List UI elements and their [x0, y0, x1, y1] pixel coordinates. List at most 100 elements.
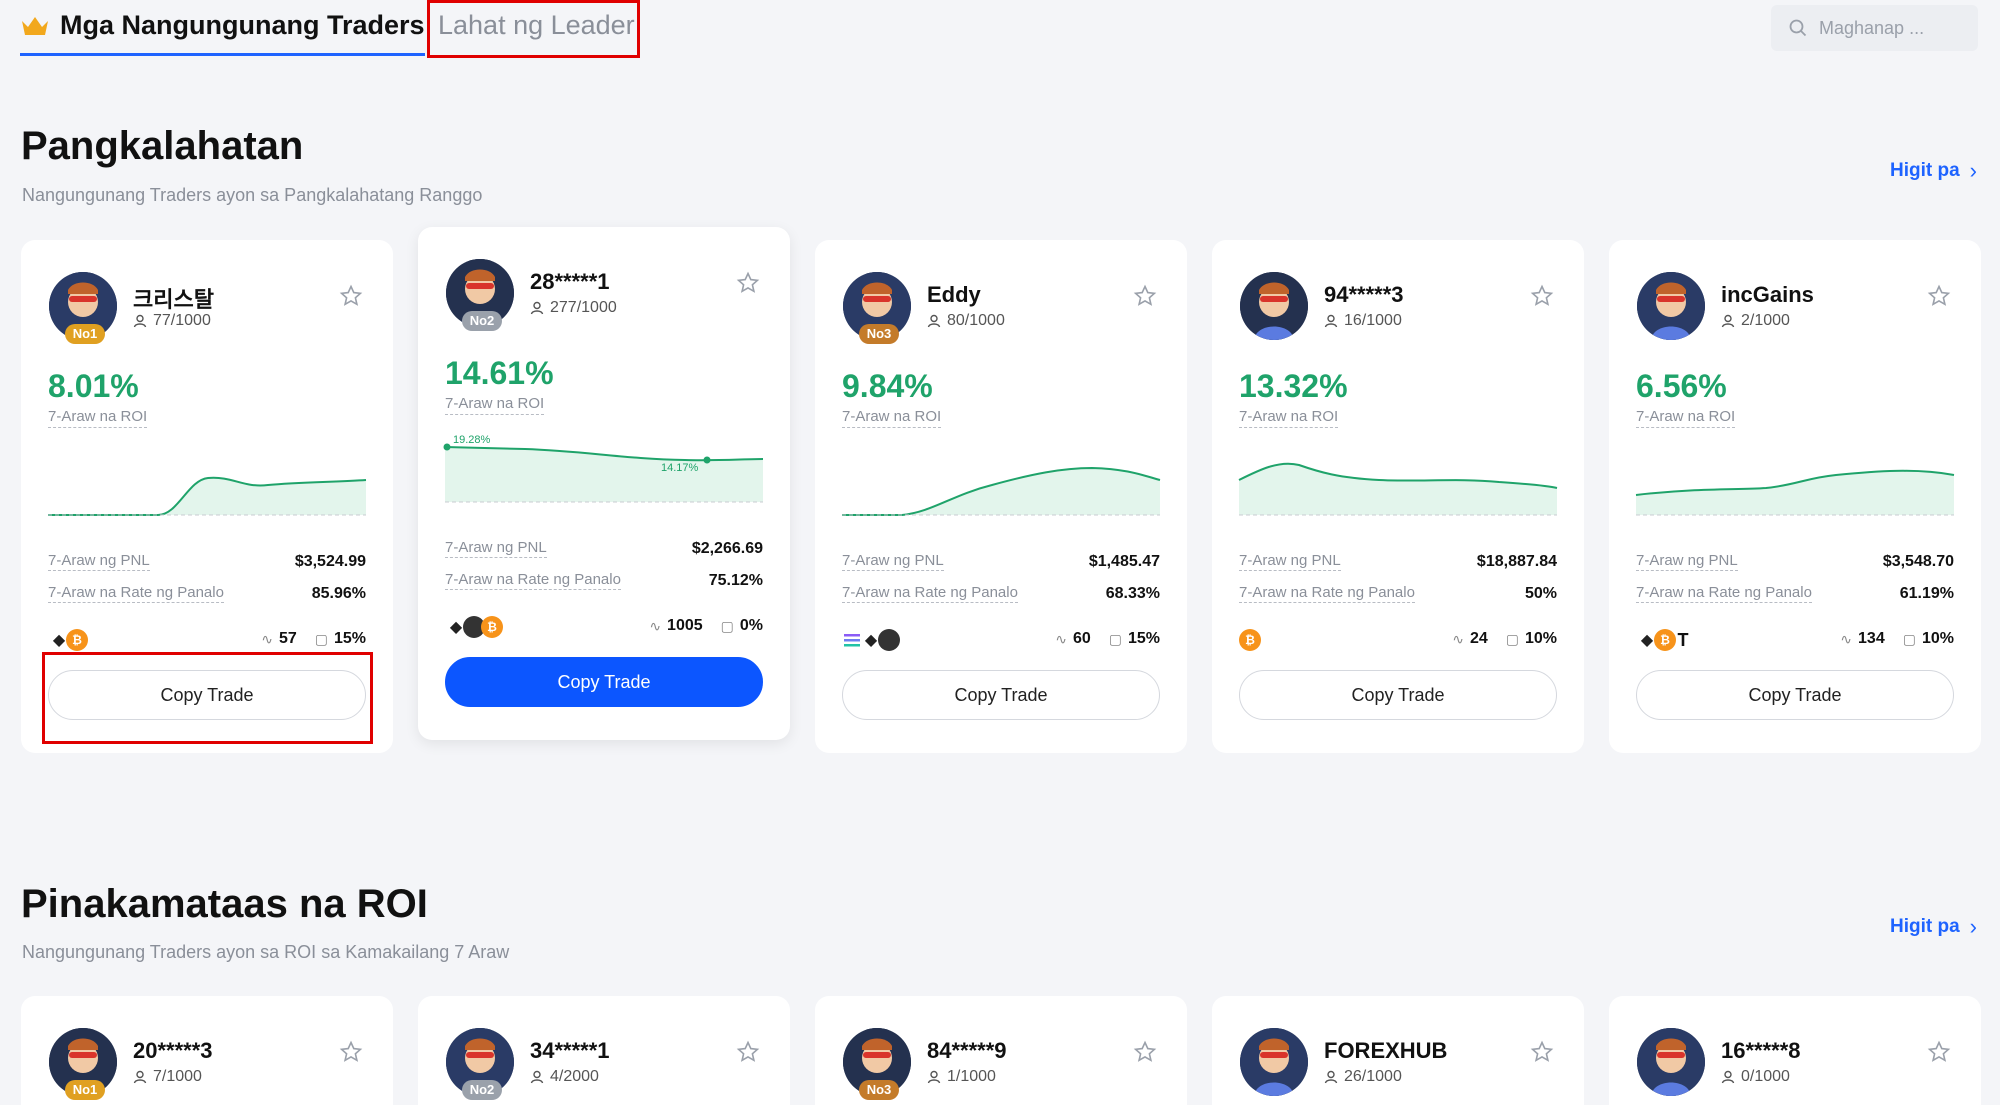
activity-icon: ∿ [1840, 630, 1853, 647]
trader-name[interactable]: 16*****8 [1721, 1038, 1801, 1063]
more-link-overall[interactable]: Higit pa › [1890, 158, 1977, 184]
tab-all-leaders[interactable]: Lahat ng Leader [438, 10, 635, 41]
trader-name[interactable]: 84*****9 [927, 1038, 1007, 1063]
coin-list: ◆ [842, 628, 900, 652]
followers-icon [927, 314, 941, 328]
favorite-star-icon[interactable] [736, 271, 760, 295]
roi-label: 7-Araw na ROI [1239, 408, 1339, 428]
roi-value: 9.84% [842, 368, 933, 404]
roi-value: 6.56% [1636, 368, 1727, 404]
trader-card[interactable]: 16*****8 0/1000 [1609, 996, 1981, 1105]
pnl-label: 7-Araw ng PNL [842, 552, 944, 571]
pnl-label: 7-Araw ng PNL [445, 539, 547, 558]
spark-line [444, 446, 764, 462]
favorite-star-icon[interactable] [1927, 1040, 1951, 1064]
avatar[interactable] [49, 272, 117, 340]
avatar[interactable] [1240, 1028, 1308, 1096]
pnl-value: $3,524.99 [294, 553, 366, 570]
eth-coin-icon: ◆ [449, 619, 463, 636]
trader-name[interactable]: 94*****3 [1324, 282, 1404, 307]
profit-share-icon: ▢ [314, 630, 328, 647]
chevron-right-icon: › [1969, 914, 1977, 939]
trader-card[interactable]: incGains 2/1000 6.56% 7-Araw na ROI 7-Ar… [1609, 240, 1981, 753]
trade-count: 134 [1858, 630, 1885, 647]
favorite-star-icon[interactable] [1133, 284, 1157, 308]
copy-trade-button[interactable]: Copy Trade [445, 657, 763, 707]
trader-card[interactable]: No3 Eddy 80/1000 9.84% 7-Araw na ROI 7-A… [815, 240, 1187, 753]
spark-label-high: 19.28% [453, 434, 491, 446]
coin-list: ◆ ₿ [445, 615, 503, 639]
more-link-roi[interactable]: Higit pa › [1890, 914, 1977, 940]
followers-value: 16/1000 [1344, 312, 1402, 329]
search-placeholder: Maghanap ... [1819, 17, 1925, 38]
top-bar: Mga Nangungunang Traders Lahat ng Leader… [0, 0, 2000, 70]
chevron-right-icon: › [1969, 158, 1977, 183]
followers-value: 4/2000 [550, 1068, 599, 1085]
more-link-label: Higit pa [1890, 160, 1960, 181]
followers-icon [1721, 314, 1735, 328]
favorite-star-icon[interactable] [1530, 1040, 1554, 1064]
sol-coin-icon [842, 629, 864, 651]
spark-line [48, 476, 367, 516]
avatar[interactable] [1637, 272, 1705, 340]
btc-coin-icon: ₿ [481, 616, 503, 638]
trader-name[interactable]: Eddy [927, 282, 981, 307]
pnl-value: $3,548.70 [1882, 553, 1954, 570]
trader-name[interactable]: incGains [1721, 282, 1814, 307]
copy-trade-button[interactable]: Copy Trade [842, 670, 1160, 720]
trader-name[interactable]: 28*****1 [530, 269, 610, 294]
eth-coin-icon: ◆ [1640, 632, 1654, 649]
pnl-label: 7-Araw ng PNL [1636, 552, 1738, 571]
trader-name[interactable]: 34*****1 [530, 1038, 610, 1063]
search-input[interactable]: Maghanap ... [1771, 5, 1978, 51]
section-subtitle-overall: Nangungunang Traders ayon sa Pangkalahat… [22, 185, 483, 205]
followers-count: 7/1000 [133, 1068, 202, 1086]
spark-point-low [703, 456, 711, 464]
followers-count: 26/1000 [1324, 1068, 1402, 1086]
tab-active-underline [20, 53, 425, 56]
trader-card[interactable]: No3 84*****9 1/1000 [815, 996, 1187, 1105]
token-coin-icon [878, 629, 900, 651]
copy-trade-button[interactable]: Copy Trade [48, 670, 366, 720]
avatar[interactable] [1240, 272, 1308, 340]
profit-share-icon: ▢ [1505, 630, 1519, 647]
favorite-star-icon[interactable] [339, 284, 363, 308]
rank-badge: No3 [859, 324, 899, 344]
winrate-value: 50% [1524, 585, 1557, 602]
trader-card[interactable]: 94*****3 16/1000 13.32% 7-Araw na ROI 7-… [1212, 240, 1584, 753]
avatar[interactable] [1637, 1028, 1705, 1096]
rank-badge: No2 [462, 311, 502, 331]
roi-value: 8.01% [48, 368, 139, 404]
winrate-label: 7-Araw na Rate ng Panalo [48, 584, 224, 603]
activity-icon: ∿ [649, 617, 662, 634]
spark-line [1635, 469, 1955, 496]
trader-card[interactable]: No1 20*****3 7/1000 [21, 996, 393, 1105]
rank-badge: No2 [462, 1080, 502, 1100]
avatar[interactable] [843, 1028, 911, 1096]
tab-top-traders[interactable]: Mga Nangungunang Traders [20, 10, 425, 56]
trader-name[interactable]: FOREXHUB [1324, 1038, 1448, 1063]
favorite-star-icon[interactable] [736, 1040, 760, 1064]
trader-card[interactable]: No2 28*****1 277/1000 14.61% 7-Araw na R… [418, 227, 790, 740]
trader-card[interactable]: No1 크리스탈 77/1000 8.01% 7-Araw na ROI 7-A… [21, 240, 393, 753]
pnl-value: $1,485.47 [1088, 553, 1160, 570]
copy-trade-button[interactable]: Copy Trade [1636, 670, 1954, 720]
favorite-star-icon[interactable] [339, 1040, 363, 1064]
favorite-star-icon[interactable] [1530, 284, 1554, 308]
followers-count: 77/1000 [133, 312, 211, 330]
search-icon [1789, 19, 1807, 37]
winrate-label: 7-Araw na Rate ng Panalo [1636, 584, 1812, 603]
spark-area [48, 477, 366, 515]
favorite-star-icon[interactable] [1927, 284, 1951, 308]
copy-trade-button[interactable]: Copy Trade [1239, 670, 1557, 720]
followers-icon [1324, 314, 1338, 328]
trader-card[interactable]: FOREXHUB 26/1000 [1212, 996, 1584, 1105]
spark-area [1636, 470, 1954, 515]
eth-coin-icon: ◆ [864, 632, 878, 649]
avatar-illustration [49, 272, 117, 340]
btc-coin-icon: ₿ [66, 629, 88, 651]
trader-name[interactable]: 크리스탈 [133, 287, 214, 312]
trader-name[interactable]: 20*****3 [133, 1038, 213, 1063]
favorite-star-icon[interactable] [1133, 1040, 1157, 1064]
trader-card[interactable]: No2 34*****1 4/2000 [418, 996, 790, 1105]
